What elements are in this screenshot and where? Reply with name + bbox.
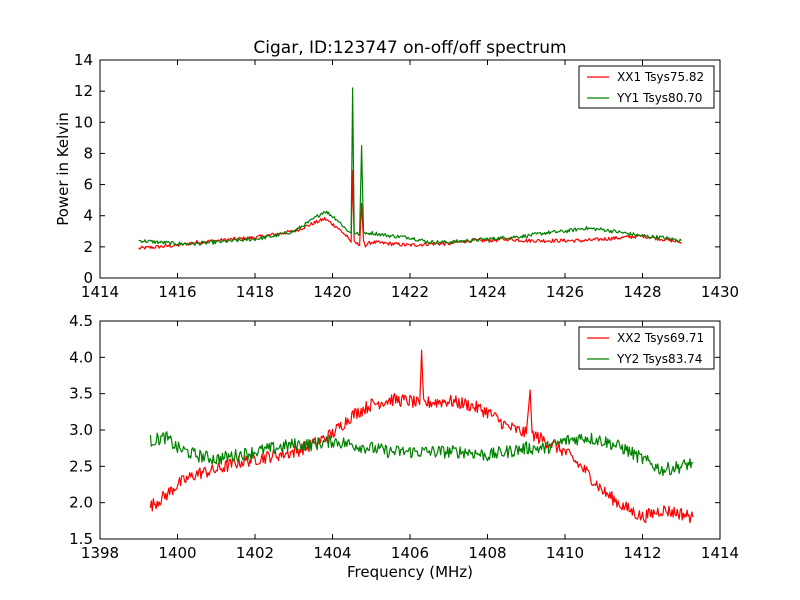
x-tick-label: 1426 [546, 283, 584, 301]
y-tick-label: 2.5 [69, 457, 93, 475]
y-tick-label: 12 [74, 82, 93, 100]
x-tick-label: 1410 [546, 544, 584, 562]
series-line-2 [149, 431, 694, 477]
y-tick-label: 4.5 [69, 312, 93, 330]
top-panel: 1414 1416 1418 1420 1422 1424 1426 1428 1430 0 2 4 6… [54, 51, 739, 301]
x-tick-label: 1416 [158, 283, 196, 301]
x-tick-label: 1424 [468, 283, 506, 301]
y-tick-label: 2.0 [69, 494, 93, 512]
y-tick-label: 1.5 [69, 530, 93, 548]
y-tick-label: 2 [83, 238, 93, 256]
x-tick-label: 1420 [313, 283, 351, 301]
y-tick-label: 3.0 [69, 421, 93, 439]
y-tick-label: 8 [83, 144, 93, 162]
y-tick-label: 4.0 [69, 348, 93, 366]
series-line-1 [149, 349, 694, 524]
x-tick-label: 1404 [313, 544, 351, 562]
figure-title: Cigar, ID:123747 on-off/off spectrum [253, 38, 566, 58]
bottom-panel: 1398 1400 1402 1404 1406 1408 1410 1412 1414 1.5 2… [69, 312, 739, 581]
x-tick-label: 1402 [236, 544, 274, 562]
y-tick-label: 0 [83, 269, 93, 287]
x-tick-label: 1412 [623, 544, 661, 562]
y-tick-label: 4 [83, 207, 93, 225]
x-tick-label: 1398 [81, 544, 119, 562]
legend-box [578, 65, 715, 109]
x-axis-label: Frequency (MHz) [347, 563, 473, 581]
x-tick-label: 1422 [391, 283, 429, 301]
x-tick-label: 1428 [623, 283, 661, 301]
y-tick-label: 3.5 [69, 385, 93, 403]
legend: XX1 Tsys75.82 YY1 Tsys80.70 [578, 65, 715, 109]
x-tick-label: 1408 [468, 544, 506, 562]
y-axis-label: Power in Kelvin [54, 112, 72, 226]
legend-label: YY1 Tsys80.70 [616, 91, 702, 105]
legend-label: YY2 Tsys83.74 [616, 352, 702, 366]
x-tick-label: 1414 [701, 544, 739, 562]
x-tick-label: 1414 [81, 283, 119, 301]
legend-box [578, 326, 715, 370]
x-tick-label: 1400 [158, 544, 196, 562]
x-tick-label: 1430 [701, 283, 739, 301]
x-tick-label: 1406 [391, 544, 429, 562]
series-line-2 [138, 87, 682, 246]
x-tick-label: 1418 [236, 283, 274, 301]
legend-label: XX2 Tsys69.71 [617, 331, 704, 345]
legend: XX2 Tsys69.71 YY2 Tsys83.74 [578, 326, 715, 370]
legend-label: XX1 Tsys75.82 [617, 70, 704, 84]
y-tick-label: 14 [74, 51, 93, 69]
y-tick-label: 6 [83, 176, 93, 194]
y-tick-label: 10 [74, 113, 93, 131]
